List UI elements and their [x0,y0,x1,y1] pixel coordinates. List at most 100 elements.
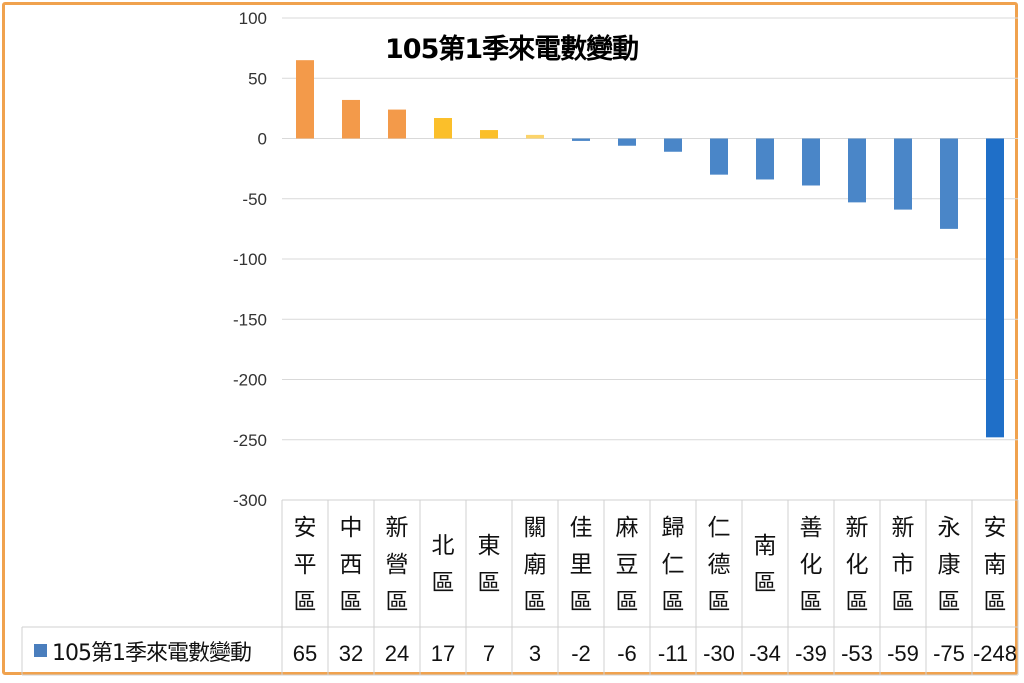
svg-text:區: 區 [340,589,363,615]
svg-text:南: 南 [754,533,777,559]
bar-新營區 [388,109,406,139]
y-tick-label: -200 [233,371,267,390]
y-tick-label: 100 [239,9,267,28]
category-label-中西區: 中西區 [340,515,363,615]
bar-中西區 [342,99,360,139]
svg-text:區: 區 [386,589,409,615]
svg-text:區: 區 [616,589,639,615]
category-label-善化區: 善化區 [800,515,823,615]
svg-text:化: 化 [846,552,869,578]
svg-text:豆: 豆 [616,552,639,578]
bar-善化區 [802,138,820,186]
svg-text:區: 區 [800,589,823,615]
bar-麻豆區 [618,138,636,146]
category-label-北區: 北區 [432,533,455,596]
svg-text:新: 新 [386,515,409,541]
svg-text:安: 安 [984,515,1007,541]
y-tick-label: -250 [233,431,267,450]
bar-新化區 [848,138,866,203]
y-tick-label: -300 [233,491,267,510]
svg-text:歸: 歸 [662,515,685,541]
data-table: 安平區中西區新營區北區東區關廟區佳里區麻豆區歸仁區仁德區南區善化區新化區新市區永… [21,499,1019,676]
svg-text:區: 區 [432,570,455,596]
category-label-佳里區: 佳里區 [570,515,593,615]
data-value: -59 [887,641,919,666]
svg-text:佳: 佳 [570,515,593,541]
data-value: -53 [841,641,873,666]
y-tick-label: -100 [233,250,267,269]
svg-text:仁: 仁 [662,552,685,578]
svg-text:永: 永 [938,515,961,541]
chart-title: 105第1季來電數變動 [385,33,638,65]
legend-series-name: 105第1季來電數變動 [52,641,251,666]
category-label-安南區: 安南區 [984,515,1007,615]
bar-東區 [480,130,498,139]
y-tick-label: -50 [242,190,267,209]
category-label-仁德區: 仁德區 [708,515,731,615]
data-value: 3 [529,641,541,666]
bar-南區 [756,138,774,180]
svg-text:廟: 廟 [524,552,547,578]
data-value: 17 [431,641,455,666]
category-label-麻豆區: 麻豆區 [616,515,639,615]
svg-text:區: 區 [754,570,777,596]
data-value: 65 [293,641,317,666]
y-tick-label: 50 [248,69,267,88]
bar-關廟區 [526,134,544,139]
category-label-永康區: 永康區 [938,515,961,615]
category-label-東區: 東區 [478,533,501,596]
chart-frame [2,2,1018,675]
bar-佳里區 [572,138,590,141]
svg-text:安: 安 [294,515,317,541]
y-tick-label: 0 [258,130,267,149]
data-value: -11 [658,641,688,666]
svg-text:區: 區 [984,589,1007,615]
svg-text:市: 市 [892,552,915,578]
svg-text:康: 康 [938,552,961,578]
svg-text:區: 區 [524,589,547,615]
data-value: 32 [339,641,363,666]
legend-key [34,644,47,657]
data-value: -248 [973,641,1017,666]
y-axis-ticks: 100 50 0 -50 -100 -150 -200 -250 -300 [233,9,267,510]
svg-text:南: 南 [984,552,1007,578]
svg-text:營: 營 [386,552,409,578]
data-value: -75 [933,641,965,666]
svg-text:北: 北 [432,533,455,559]
bar-北區 [434,118,452,139]
svg-text:西: 西 [340,552,363,578]
data-value: -2 [571,641,591,666]
bar-安南區 [986,138,1004,438]
svg-text:區: 區 [708,589,731,615]
bars [296,60,1004,438]
svg-text:化: 化 [800,552,823,578]
svg-text:區: 區 [570,589,593,615]
svg-text:平: 平 [294,552,317,578]
category-label-新市區: 新市區 [892,515,915,615]
svg-text:關: 關 [524,515,547,541]
svg-text:中: 中 [340,515,363,541]
bar-仁德區 [710,138,728,175]
category-label-安平區: 安平區 [294,515,317,615]
bar-永康區 [940,138,958,229]
svg-text:麻: 麻 [616,515,639,541]
data-value: -30 [703,641,735,666]
svg-text:善: 善 [800,515,823,541]
svg-text:新: 新 [846,515,869,541]
bar-安平區 [296,60,314,139]
svg-text:新: 新 [892,515,915,541]
category-label-南區: 南區 [754,533,777,596]
grid-lines [282,17,1018,501]
y-tick-label: -150 [233,310,267,329]
data-value: -39 [795,641,827,666]
category-label-歸仁區: 歸仁區 [662,515,685,615]
data-value: -6 [617,641,637,666]
svg-text:區: 區 [478,570,501,596]
data-value: 7 [483,641,495,666]
svg-text:區: 區 [662,589,685,615]
data-value: -34 [749,641,781,666]
svg-text:德: 德 [708,552,731,578]
category-label-關廟區: 關廟區 [524,515,547,615]
svg-text:仁: 仁 [708,515,731,541]
